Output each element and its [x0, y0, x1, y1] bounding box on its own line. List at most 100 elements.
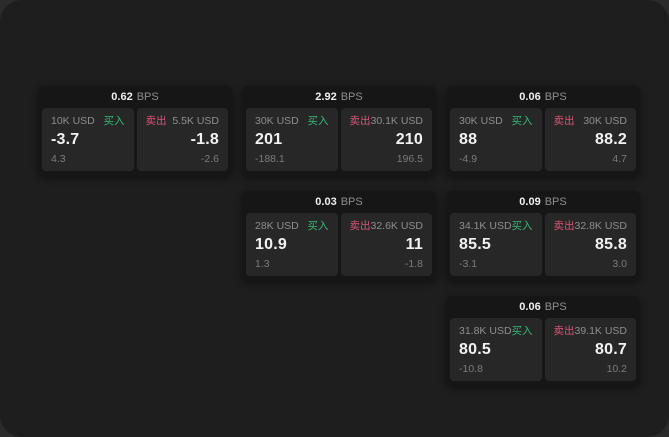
bps-value: 0.06	[519, 301, 541, 313]
bps-value: 0.62	[111, 91, 133, 103]
buy-side-label: 买入	[307, 220, 329, 232]
buy-tile[interactable]: 30K USD 买入 88 -4.9	[450, 108, 542, 171]
quote-card: 0.06 BPS 31.8K USD 买入 80.5 -10.8 卖出 39.1…	[446, 296, 640, 386]
buy-price-value: 10.9	[255, 236, 287, 253]
bps-unit: BPS	[544, 91, 567, 103]
quote-card: 0.03 BPS 28K USD 买入 10.9 1.3 卖出 32.6K US…	[242, 191, 436, 281]
sell-price-value: 210	[395, 131, 423, 148]
buy-price-value: 88	[459, 131, 478, 148]
buy-delta-value: -4.9	[459, 153, 478, 165]
bps-header: 0.03 BPS	[242, 191, 436, 213]
sell-notional-label: 32.8K USD	[574, 220, 628, 232]
buy-tile[interactable]: 28K USD 买入 10.9 1.3	[246, 213, 338, 276]
quote-card-body: 30K USD 买入 201 -188.1 卖出 30.1K USD 210 1…	[242, 108, 436, 176]
bps-unit: BPS	[340, 91, 363, 103]
sell-price-value: 85.8	[595, 236, 627, 253]
buy-side-label: 买入	[103, 115, 125, 127]
sell-price-value: 88.2	[595, 131, 627, 148]
buy-tile[interactable]: 10K USD 买入 -3.7 4.3	[42, 108, 134, 171]
sell-delta-value: 3.0	[612, 258, 627, 270]
bps-unit: BPS	[544, 301, 567, 313]
buy-tile[interactable]: 34.1K USD 买入 85.5 -3.1	[450, 213, 542, 276]
sell-side-label: 卖出	[145, 115, 167, 127]
sell-tile[interactable]: 卖出 39.1K USD 80.7 10.2	[544, 318, 636, 381]
buy-delta-value: -188.1	[255, 153, 285, 165]
bps-header: 0.09 BPS	[446, 191, 640, 213]
sell-price-value: -1.8	[190, 131, 219, 148]
sell-notional-label: 30K USD	[583, 115, 627, 127]
sell-tile[interactable]: 卖出 5.5K USD -1.8 -2.6	[136, 108, 228, 171]
bps-value: 0.06	[519, 91, 541, 103]
buy-tile-top: 30K USD 买入	[255, 115, 329, 127]
quote-card-body: 34.1K USD 买入 85.5 -3.1 卖出 32.8K USD 85.8…	[446, 213, 640, 281]
sell-delta-value: 4.7	[612, 153, 627, 165]
sell-delta-value: 196.5	[396, 153, 423, 165]
buy-delta-value: -3.1	[459, 258, 478, 270]
buy-tile[interactable]: 30K USD 买入 201 -188.1	[246, 108, 338, 171]
buy-notional-label: 10K USD	[51, 115, 95, 127]
quote-card: 2.92 BPS 30K USD 买入 201 -188.1 卖出 30.1K …	[242, 86, 436, 176]
quote-card-body: 10K USD 买入 -3.7 4.3 卖出 5.5K USD -1.8 -2.…	[38, 108, 232, 176]
sell-notional-label: 5.5K USD	[172, 115, 219, 127]
buy-price-value: -3.7	[51, 131, 80, 148]
buy-delta-value: 4.3	[51, 153, 66, 165]
quote-card: 0.09 BPS 34.1K USD 买入 85.5 -3.1 卖出 32.8K…	[446, 191, 640, 281]
buy-notional-label: 31.8K USD	[459, 325, 512, 337]
sell-tile[interactable]: 卖出 32.6K USD 11 -1.8	[340, 213, 432, 276]
sell-tile[interactable]: 卖出 30.1K USD 210 196.5	[340, 108, 432, 171]
sell-tile-top: 卖出 30K USD	[554, 115, 628, 127]
sell-tile[interactable]: 卖出 32.8K USD 85.8 3.0	[544, 213, 636, 276]
buy-price-value: 201	[255, 131, 283, 148]
bps-value: 2.92	[315, 91, 337, 103]
buy-notional-label: 30K USD	[459, 115, 503, 127]
buy-tile-top: 10K USD 买入	[51, 115, 125, 127]
bps-value: 0.09	[519, 196, 541, 208]
sell-delta-value: -1.8	[404, 258, 423, 270]
buy-tile-top: 31.8K USD 买入	[459, 325, 533, 337]
bps-header: 0.62 BPS	[38, 86, 232, 108]
bps-header: 2.92 BPS	[242, 86, 436, 108]
sell-tile-top: 卖出 5.5K USD	[146, 115, 220, 127]
bps-unit: BPS	[544, 196, 567, 208]
sell-side-label: 卖出	[349, 115, 371, 127]
buy-price-value: 80.5	[459, 341, 491, 358]
sell-notional-label: 32.6K USD	[370, 220, 424, 232]
buy-tile-top: 34.1K USD 买入	[459, 220, 533, 232]
buy-side-label: 买入	[511, 115, 533, 127]
buy-side-label: 买入	[307, 115, 329, 127]
sell-tile[interactable]: 卖出 30K USD 88.2 4.7	[544, 108, 636, 171]
sell-tile-top: 卖出 39.1K USD	[554, 325, 628, 337]
buy-delta-value: -10.8	[459, 363, 483, 375]
sell-side-label: 卖出	[553, 325, 575, 337]
bps-header: 0.06 BPS	[446, 296, 640, 318]
sell-price-value: 11	[405, 236, 423, 253]
sell-side-label: 卖出	[553, 115, 575, 127]
sell-side-label: 卖出	[553, 220, 575, 232]
sell-delta-value: -2.6	[200, 153, 219, 165]
bps-header: 0.06 BPS	[446, 86, 640, 108]
sell-tile-top: 卖出 32.6K USD	[350, 220, 424, 232]
quote-card: 0.62 BPS 10K USD 买入 -3.7 4.3 卖出 5.5K USD…	[38, 86, 232, 176]
sell-notional-label: 30.1K USD	[370, 115, 424, 127]
quote-card-body: 28K USD 买入 10.9 1.3 卖出 32.6K USD 11 -1.8	[242, 213, 436, 281]
buy-side-label: 买入	[511, 220, 533, 232]
bps-unit: BPS	[340, 196, 363, 208]
quote-card-body: 30K USD 买入 88 -4.9 卖出 30K USD 88.2 4.7	[446, 108, 640, 176]
sell-notional-label: 39.1K USD	[574, 325, 628, 337]
buy-side-label: 买入	[511, 325, 533, 337]
buy-delta-value: 1.3	[255, 258, 270, 270]
sell-side-label: 卖出	[349, 220, 371, 232]
buy-tile-top: 30K USD 买入	[459, 115, 533, 127]
buy-notional-label: 30K USD	[255, 115, 299, 127]
buy-tile[interactable]: 31.8K USD 买入 80.5 -10.8	[450, 318, 542, 381]
quote-card: 0.06 BPS 30K USD 买入 88 -4.9 卖出 30K USD 8…	[446, 86, 640, 176]
bps-value: 0.03	[315, 196, 337, 208]
buy-price-value: 85.5	[459, 236, 491, 253]
bps-unit: BPS	[136, 91, 159, 103]
buy-notional-label: 28K USD	[255, 220, 299, 232]
sell-price-value: 80.7	[595, 341, 627, 358]
sell-delta-value: 10.2	[606, 363, 627, 375]
buy-notional-label: 34.1K USD	[459, 220, 512, 232]
buy-tile-top: 28K USD 买入	[255, 220, 329, 232]
